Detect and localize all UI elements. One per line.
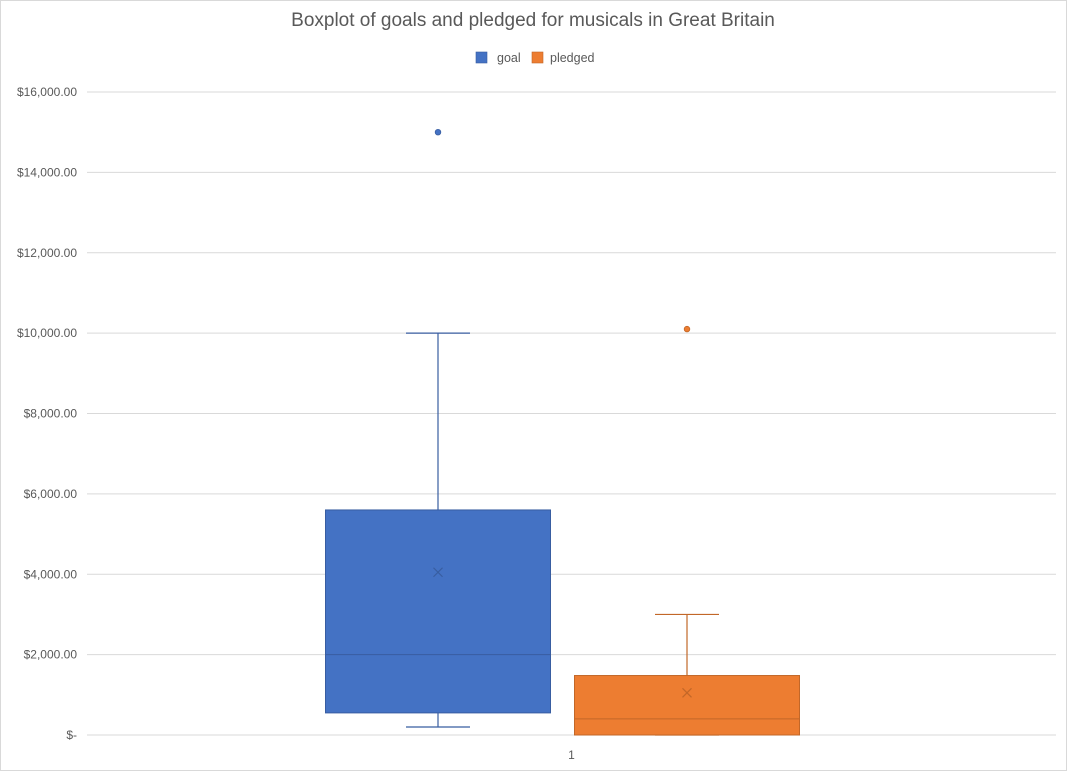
legend-label-pledged: pledged xyxy=(550,51,595,65)
x-axis: 1 xyxy=(87,734,1056,762)
plot-area xyxy=(325,128,800,736)
pledged-outlier-point xyxy=(683,325,691,333)
y-tick-label: $4,000.00 xyxy=(24,567,78,581)
legend-item-pledged: pledged xyxy=(531,51,595,65)
pledged-box xyxy=(574,675,800,736)
legend-swatch-pledged xyxy=(531,51,544,64)
goal-box xyxy=(325,509,551,714)
gridlines xyxy=(87,91,1056,736)
pledged-mean-stroke xyxy=(682,687,692,698)
y-tick-label: $14,000.00 xyxy=(17,165,77,179)
y-tick-label: $12,000.00 xyxy=(17,246,77,260)
x-tick-label: 1 xyxy=(568,748,575,762)
box-goal xyxy=(325,128,551,728)
box-pledged xyxy=(574,325,800,736)
legend-label-goal: goal xyxy=(497,51,521,65)
y-tick-label: $6,000.00 xyxy=(24,487,78,501)
goal-mean-marker xyxy=(433,567,443,578)
legend: goal pledged xyxy=(475,51,595,65)
y-tick-label: $8,000.00 xyxy=(24,407,78,421)
y-tick-label: $- xyxy=(66,728,77,742)
pledged-mean-marker xyxy=(682,687,692,698)
goal-outlier-point xyxy=(434,128,442,136)
legend-swatch-goal xyxy=(475,51,488,64)
chart-title: Boxplot of goals and pledged for musical… xyxy=(291,10,775,31)
y-tick-label: $16,000.00 xyxy=(17,85,77,99)
y-tick-label: $10,000.00 xyxy=(17,326,77,340)
legend-item-goal: goal xyxy=(475,51,521,65)
goal-mean-stroke xyxy=(433,567,443,578)
y-axis: $- $2,000.00 $4,000.00 $6,000.00 $8,000.00 $1… xyxy=(17,85,77,742)
y-tick-label: $2,000.00 xyxy=(24,648,78,662)
